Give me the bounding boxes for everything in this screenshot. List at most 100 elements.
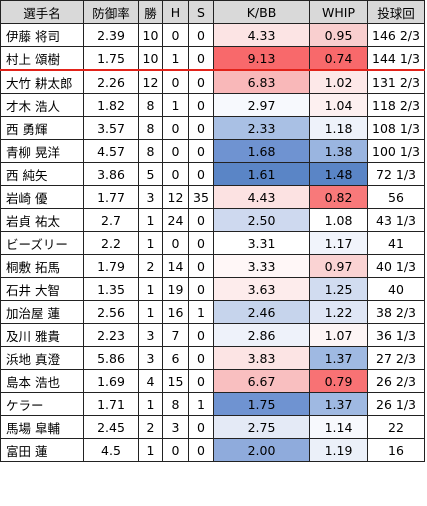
- cell-player-name[interactable]: 及川 雅貴: [0, 323, 84, 347]
- cell-holds[interactable]: 12: [162, 185, 189, 209]
- cell-player-name[interactable]: 島本 浩也: [0, 369, 84, 393]
- cell-whip[interactable]: 1.37: [309, 346, 368, 370]
- header-whip[interactable]: WHIP: [309, 0, 368, 24]
- cell-wins[interactable]: 3: [138, 323, 163, 347]
- cell-kbb[interactable]: 2.46: [213, 300, 310, 324]
- cell-innings[interactable]: 144 1/3: [367, 46, 425, 71]
- cell-whip[interactable]: 1.48: [309, 162, 368, 186]
- cell-whip[interactable]: 1.14: [309, 415, 368, 439]
- cell-holds[interactable]: 3: [162, 415, 189, 439]
- cell-holds[interactable]: 1: [162, 93, 189, 117]
- cell-innings[interactable]: 27 2/3: [367, 346, 425, 370]
- cell-player-name[interactable]: 大竹 耕太郎: [0, 69, 84, 94]
- cell-wins[interactable]: 8: [138, 116, 163, 140]
- cell-player-name[interactable]: 浜地 真澄: [0, 346, 84, 370]
- cell-saves[interactable]: 1: [188, 300, 214, 324]
- cell-era[interactable]: 1.71: [83, 392, 139, 416]
- cell-era[interactable]: 2.45: [83, 415, 139, 439]
- cell-kbb[interactable]: 1.61: [213, 162, 310, 186]
- cell-era[interactable]: 2.39: [83, 23, 139, 47]
- cell-kbb[interactable]: 2.75: [213, 415, 310, 439]
- cell-era[interactable]: 2.7: [83, 208, 139, 232]
- cell-holds[interactable]: 0: [162, 23, 189, 47]
- cell-wins[interactable]: 10: [138, 46, 163, 71]
- cell-whip[interactable]: 0.79: [309, 369, 368, 393]
- header-holds[interactable]: H: [162, 0, 189, 24]
- cell-holds[interactable]: 1: [162, 46, 189, 71]
- cell-whip[interactable]: 0.82: [309, 185, 368, 209]
- cell-era[interactable]: 1.69: [83, 369, 139, 393]
- cell-player-name[interactable]: 西 純矢: [0, 162, 84, 186]
- cell-kbb[interactable]: 2.00: [213, 438, 310, 462]
- cell-era[interactable]: 1.35: [83, 277, 139, 301]
- cell-player-name[interactable]: 加治屋 蓮: [0, 300, 84, 324]
- cell-saves[interactable]: 0: [188, 23, 214, 47]
- cell-wins[interactable]: 1: [138, 300, 163, 324]
- cell-innings[interactable]: 131 2/3: [367, 69, 425, 94]
- cell-saves[interactable]: 0: [188, 277, 214, 301]
- cell-era[interactable]: 2.23: [83, 323, 139, 347]
- cell-era[interactable]: 4.5: [83, 438, 139, 462]
- cell-wins[interactable]: 1: [138, 392, 163, 416]
- cell-saves[interactable]: 0: [188, 139, 214, 163]
- cell-wins[interactable]: 1: [138, 277, 163, 301]
- cell-player-name[interactable]: 岩貞 祐太: [0, 208, 84, 232]
- cell-era[interactable]: 1.79: [83, 254, 139, 278]
- cell-saves[interactable]: 0: [188, 438, 214, 462]
- cell-whip[interactable]: 1.18: [309, 116, 368, 140]
- cell-innings[interactable]: 40 1/3: [367, 254, 425, 278]
- cell-innings[interactable]: 36 1/3: [367, 323, 425, 347]
- cell-saves[interactable]: 0: [188, 346, 214, 370]
- cell-saves[interactable]: 1: [188, 392, 214, 416]
- cell-saves[interactable]: 0: [188, 254, 214, 278]
- cell-player-name[interactable]: 青柳 晃洋: [0, 139, 84, 163]
- cell-kbb[interactable]: 4.33: [213, 23, 310, 47]
- cell-wins[interactable]: 10: [138, 23, 163, 47]
- cell-holds[interactable]: 15: [162, 369, 189, 393]
- cell-holds[interactable]: 24: [162, 208, 189, 232]
- cell-innings[interactable]: 108 1/3: [367, 116, 425, 140]
- header-name[interactable]: 選手名: [0, 0, 84, 24]
- cell-holds[interactable]: 7: [162, 323, 189, 347]
- cell-whip[interactable]: 1.19: [309, 438, 368, 462]
- cell-innings[interactable]: 16: [367, 438, 425, 462]
- cell-saves[interactable]: 0: [188, 69, 214, 94]
- cell-innings[interactable]: 118 2/3: [367, 93, 425, 117]
- cell-innings[interactable]: 38 2/3: [367, 300, 425, 324]
- cell-era[interactable]: 4.57: [83, 139, 139, 163]
- cell-saves[interactable]: 0: [188, 415, 214, 439]
- cell-whip[interactable]: 1.25: [309, 277, 368, 301]
- cell-kbb[interactable]: 2.97: [213, 93, 310, 117]
- cell-innings[interactable]: 146 2/3: [367, 23, 425, 47]
- cell-whip[interactable]: 0.74: [309, 46, 368, 71]
- cell-kbb[interactable]: 3.33: [213, 254, 310, 278]
- cell-player-name[interactable]: 富田 蓮: [0, 438, 84, 462]
- cell-player-name[interactable]: 桐敷 拓馬: [0, 254, 84, 278]
- cell-wins[interactable]: 3: [138, 185, 163, 209]
- cell-player-name[interactable]: 石井 大智: [0, 277, 84, 301]
- cell-kbb[interactable]: 3.63: [213, 277, 310, 301]
- header-saves[interactable]: S: [188, 0, 214, 24]
- cell-saves[interactable]: 0: [188, 369, 214, 393]
- header-innings[interactable]: 投球回: [367, 0, 425, 24]
- cell-holds[interactable]: 0: [162, 116, 189, 140]
- cell-whip[interactable]: 1.02: [309, 69, 368, 94]
- header-kbb[interactable]: K/BB: [213, 0, 310, 24]
- cell-wins[interactable]: 8: [138, 139, 163, 163]
- cell-whip[interactable]: 1.04: [309, 93, 368, 117]
- cell-wins[interactable]: 2: [138, 254, 163, 278]
- cell-whip[interactable]: 1.22: [309, 300, 368, 324]
- cell-holds[interactable]: 0: [162, 438, 189, 462]
- cell-wins[interactable]: 8: [138, 93, 163, 117]
- cell-player-name[interactable]: 伊藤 将司: [0, 23, 84, 47]
- cell-saves[interactable]: 0: [188, 208, 214, 232]
- cell-holds[interactable]: 19: [162, 277, 189, 301]
- cell-innings[interactable]: 100 1/3: [367, 139, 425, 163]
- cell-era[interactable]: 5.86: [83, 346, 139, 370]
- cell-innings[interactable]: 22: [367, 415, 425, 439]
- cell-holds[interactable]: 0: [162, 162, 189, 186]
- cell-holds[interactable]: 0: [162, 139, 189, 163]
- cell-saves[interactable]: 35: [188, 185, 214, 209]
- cell-era[interactable]: 3.57: [83, 116, 139, 140]
- cell-whip[interactable]: 1.17: [309, 231, 368, 255]
